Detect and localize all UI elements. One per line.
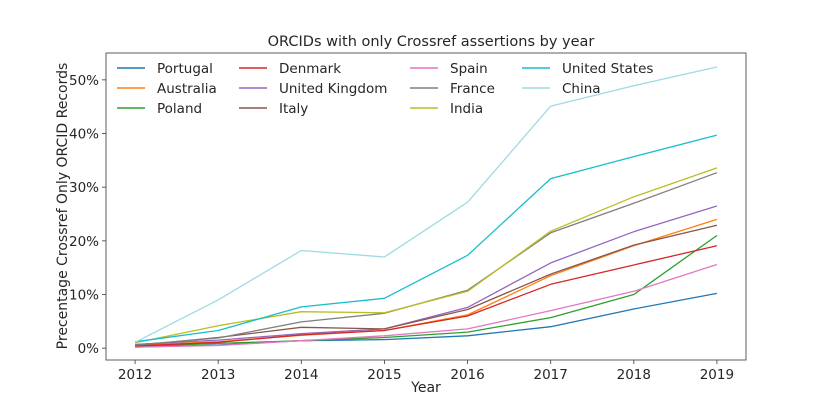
y-tick-label: 0%: [78, 341, 100, 357]
legend-label-united-states: United States: [562, 61, 653, 77]
legend-label-india: India: [450, 101, 483, 117]
series-line-spain: [135, 263, 718, 348]
y-tick-label: 40%: [69, 127, 99, 143]
x-tick-label: 2012: [118, 367, 152, 383]
y-tick-label: 30%: [69, 180, 99, 196]
series-line-australia: [135, 218, 718, 346]
x-tick-label: 2013: [201, 367, 235, 383]
x-tick-label: 2015: [367, 367, 401, 383]
legend-label-united-kingdom: United Kingdom: [279, 81, 387, 97]
x-tick-label: 2016: [450, 367, 484, 383]
y-tick-label: 50%: [69, 73, 99, 89]
x-tick-label: 2014: [284, 367, 318, 383]
series-line-united-kingdom: [135, 205, 718, 346]
chart-title: ORCIDs with only Crossref assertions by …: [268, 34, 595, 50]
plot-frame: [105, 52, 747, 361]
legend-label-spain: Spain: [450, 61, 488, 77]
series-line-poland: [135, 234, 718, 348]
series-line-denmark: [135, 245, 718, 347]
legend-label-australia: Australia: [157, 81, 217, 97]
y-tick-label: 10%: [69, 288, 99, 304]
legend-label-denmark: Denmark: [279, 61, 341, 77]
x-tick-label: 2018: [617, 367, 651, 383]
legend-label-portugal: Portugal: [157, 61, 213, 77]
x-axis: 2012 2013 2014 2015 2016 2017 2018 2019: [118, 360, 734, 383]
series-line-united-states: [135, 134, 718, 343]
x-axis-title: Year: [410, 380, 441, 396]
legend-label-italy: Italy: [279, 101, 308, 117]
y-axis: 0% 10% 20% 30% 40% 50%: [69, 73, 106, 357]
y-tick-label: 20%: [69, 234, 99, 250]
series-layer: [134, 66, 718, 348]
series-line-italy: [135, 224, 718, 347]
x-tick-label: 2019: [700, 367, 734, 383]
legend-label-france: France: [450, 81, 495, 97]
series-line-india: [134, 167, 718, 344]
series-line-china: [134, 66, 718, 343]
legend-label-china: China: [562, 81, 601, 97]
x-tick-label: 2017: [533, 367, 567, 383]
y-axis-title: Precentage Crossref Only ORCID Records: [55, 63, 71, 350]
legend: Portugal Australia Poland Denmark United Kin…: [117, 61, 653, 117]
legend-label-poland: Poland: [157, 101, 202, 117]
